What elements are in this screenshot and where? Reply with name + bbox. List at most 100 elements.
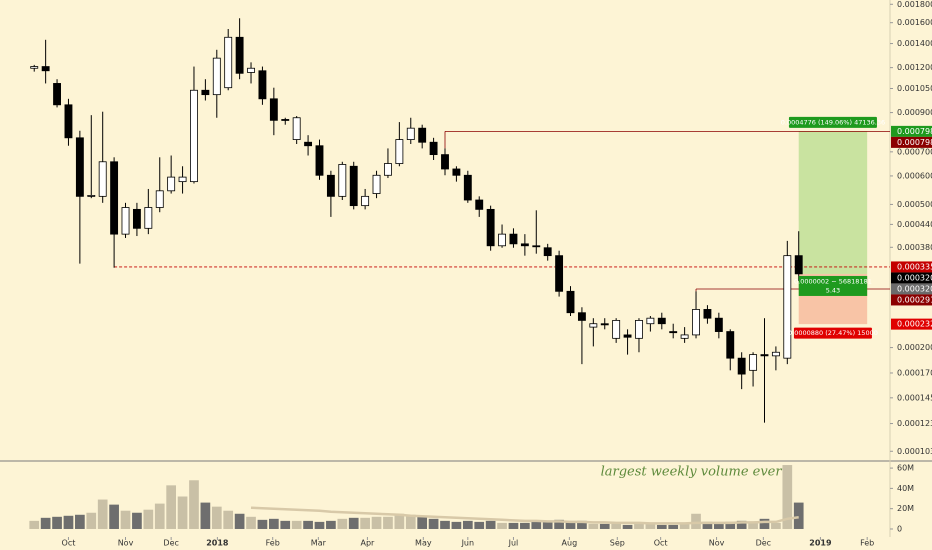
volume-bar bbox=[428, 518, 439, 529]
candle-body bbox=[577, 312, 586, 321]
volume-bar bbox=[497, 522, 507, 529]
candle-body bbox=[87, 195, 96, 197]
target-zone bbox=[798, 131, 868, 274]
candle-body bbox=[657, 317, 666, 325]
x-tick-label: 2019 bbox=[809, 539, 832, 548]
y-tick-label: 0.0002000 bbox=[897, 343, 932, 352]
y-tick-label: 0.0001030 bbox=[897, 447, 932, 456]
volume-bar bbox=[713, 522, 724, 529]
volume-bar bbox=[280, 520, 291, 529]
volume-bar bbox=[200, 502, 211, 529]
y-tick-label: 0.0001230 bbox=[897, 419, 932, 428]
volume-bar bbox=[782, 465, 793, 529]
candle-body bbox=[794, 255, 803, 275]
stop-label-box bbox=[793, 327, 872, 339]
candle-body bbox=[121, 207, 130, 235]
y-tick-label: 0.0005000 bbox=[897, 200, 932, 209]
candle-body bbox=[41, 66, 50, 72]
volume-bar bbox=[748, 521, 758, 529]
volume-bar bbox=[371, 516, 382, 529]
volume-bar bbox=[143, 509, 154, 529]
price-box bbox=[891, 283, 932, 295]
volume-bar bbox=[611, 523, 622, 529]
candle-body bbox=[190, 89, 198, 183]
candle-body bbox=[429, 141, 438, 156]
y-tick-label: 0.0001450 bbox=[897, 393, 932, 402]
volume-bar bbox=[360, 517, 370, 529]
price-box bbox=[891, 261, 932, 273]
volume-bar bbox=[668, 524, 679, 529]
price-box bbox=[891, 272, 932, 284]
volume-bar bbox=[462, 520, 473, 529]
volume-bar bbox=[577, 520, 587, 529]
volume-bar bbox=[63, 515, 74, 529]
candle-body bbox=[600, 323, 609, 326]
candle-body bbox=[349, 165, 358, 207]
candle-body bbox=[247, 67, 255, 73]
volume-tick-label: 40M bbox=[897, 484, 914, 493]
volume-bar bbox=[257, 519, 268, 529]
candle-body bbox=[155, 190, 164, 208]
volume-bar bbox=[554, 519, 564, 529]
y-tick-label: 0.0004400 bbox=[897, 220, 932, 229]
volume-bar bbox=[29, 520, 40, 529]
price-box-label: 0.0003204 bbox=[897, 284, 932, 293]
volume-bar bbox=[326, 520, 336, 529]
x-tick-label: Dec bbox=[756, 539, 771, 548]
candle-body bbox=[714, 317, 723, 332]
candle-body bbox=[703, 309, 712, 319]
y-tick-label: 0.0018000 bbox=[897, 0, 932, 9]
volume-bar bbox=[679, 523, 690, 529]
x-tick-label: Sep bbox=[610, 539, 625, 548]
y-tick-label: 0.0012000 bbox=[897, 63, 932, 72]
candle-body bbox=[441, 154, 449, 170]
volume-bar bbox=[211, 506, 222, 529]
volume-bar bbox=[759, 518, 770, 529]
price-box-label: 0.0003351 bbox=[897, 262, 932, 271]
volume-bar bbox=[348, 517, 359, 529]
volume-bar bbox=[520, 522, 530, 529]
y-tick-label: 0.0003800 bbox=[897, 243, 932, 252]
volume-bar bbox=[531, 521, 542, 529]
volume-bar bbox=[234, 513, 245, 529]
candle-body bbox=[75, 137, 84, 197]
candle-body bbox=[680, 334, 689, 339]
candle-body bbox=[326, 174, 335, 197]
x-tick-label: 2018 bbox=[206, 539, 229, 548]
candle-body bbox=[281, 119, 290, 121]
y-tick-label: 0.0006000 bbox=[897, 171, 932, 180]
volume-tick-label: 0 bbox=[897, 524, 902, 533]
candle-body bbox=[53, 83, 61, 106]
volume-bar bbox=[451, 521, 462, 529]
price-box-label: 0.0002910 bbox=[897, 295, 932, 304]
volume-bar bbox=[634, 523, 644, 529]
volume-bar bbox=[542, 521, 553, 529]
volume-bar bbox=[223, 510, 234, 529]
candle-body bbox=[178, 176, 187, 183]
price-box bbox=[891, 318, 932, 330]
candle-body bbox=[418, 127, 427, 143]
candle-body bbox=[771, 351, 780, 357]
volume-bar bbox=[405, 514, 416, 529]
y-tick-label: 0.0001700 bbox=[897, 368, 932, 377]
volume-bar bbox=[75, 514, 85, 529]
volume-bar bbox=[154, 503, 165, 529]
candle-body bbox=[646, 317, 655, 325]
candle-body bbox=[372, 174, 381, 194]
volume-bar bbox=[132, 512, 142, 529]
candle-body bbox=[498, 233, 506, 247]
price-box-label: 0.0003206 bbox=[897, 273, 932, 282]
candle-body bbox=[212, 57, 221, 96]
candle-body bbox=[224, 36, 233, 89]
candle-body bbox=[292, 117, 301, 140]
volume-tick-label: 60M bbox=[897, 464, 914, 473]
x-tick-label: Apr bbox=[360, 539, 375, 548]
volume-bar bbox=[394, 513, 405, 529]
y-tick-label: 0.0010500 bbox=[897, 84, 932, 93]
volume-bar bbox=[246, 516, 256, 529]
ratio-value: 5.43 bbox=[826, 286, 840, 294]
x-tick-label: Oct bbox=[62, 539, 76, 548]
volume-bar bbox=[383, 516, 393, 529]
price-box bbox=[891, 125, 932, 137]
volume-bar bbox=[622, 524, 633, 529]
